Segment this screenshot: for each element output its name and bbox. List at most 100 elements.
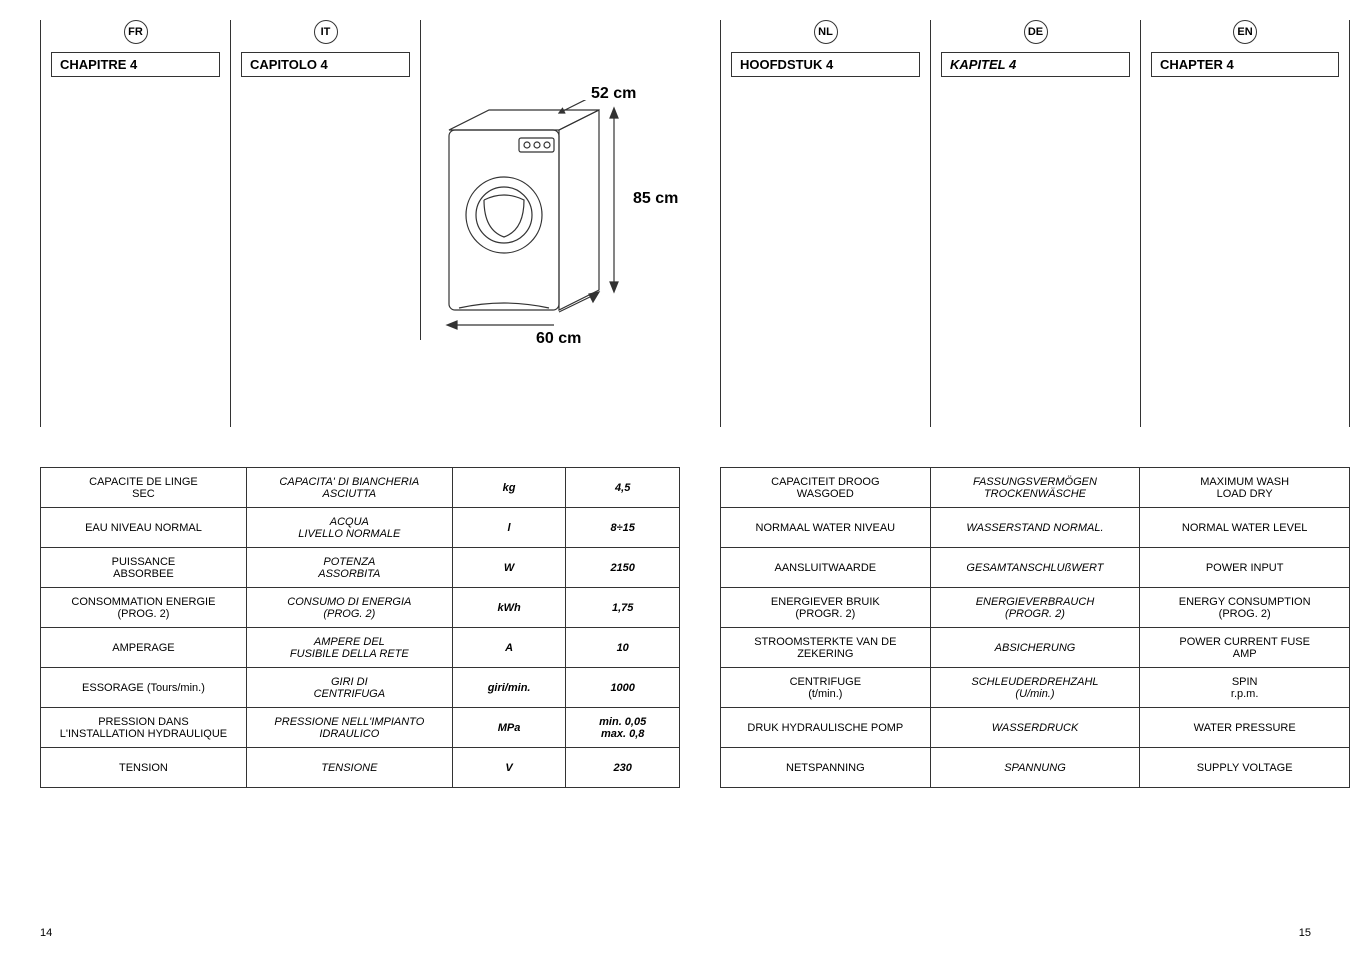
cell-unit: l [452, 508, 566, 548]
table-row: CAPACITEIT DROOGWASGOEDFASSUNGSVERMÖGENT… [721, 468, 1350, 508]
cell-de: FASSUNGSVERMÖGENTROCKENWÄSCHE [930, 468, 1140, 508]
chapter-col-fr: FR CHAPITRE 4 [40, 20, 230, 427]
cell-fr: CAPACITE DE LINGESEC [41, 468, 247, 508]
table-row: ESSORAGE (Tours/min.)GIRI DICENTRIFUGAgi… [41, 668, 680, 708]
cell-de: GESAMTANSCHLUßWERT [930, 548, 1140, 588]
table-row: STROOMSTERKTE VAN DEZEKERINGABSICHERUNGP… [721, 628, 1350, 668]
table-row: EAU NIVEAU NORMALACQUALIVELLO NORMALEl8÷… [41, 508, 680, 548]
cell-nl: CENTRIFUGE(t/min.) [721, 668, 931, 708]
chapter-col-en: EN CHAPTER 4 [1140, 20, 1350, 427]
cell-unit: kWh [452, 588, 566, 628]
dimension-bottom: 60 cm [536, 330, 581, 348]
cell-nl: NETSPANNING [721, 748, 931, 788]
cell-de: ENERGIEVERBRAUCH(PROGR. 2) [930, 588, 1140, 628]
cell-nl: CAPACITEIT DROOGWASGOED [721, 468, 931, 508]
cell-nl: DRUK HYDRAULISCHE POMP [721, 708, 931, 748]
spec-table-left: CAPACITE DE LINGESECCAPACITA' DI BIANCHE… [40, 467, 680, 788]
cell-value: min. 0,05max. 0,8 [566, 708, 680, 748]
table-row: CAPACITE DE LINGESECCAPACITA' DI BIANCHE… [41, 468, 680, 508]
cell-value: 230 [566, 748, 680, 788]
cell-fr: TENSION [41, 748, 247, 788]
page-container: FR CHAPITRE 4 IT CAPITOLO 4 [40, 20, 1311, 788]
cell-fr: CONSOMMATION ENERGIE(PROG. 2) [41, 588, 247, 628]
cell-en: SUPPLY VOLTAGE [1140, 748, 1350, 788]
page-number-left: 14 [40, 927, 52, 939]
cell-it: CONSUMO DI ENERGIA(PROG. 2) [246, 588, 452, 628]
cell-it: AMPERE DELFUSIBILE DELLA RETE [246, 628, 452, 668]
lang-badge: IT [314, 20, 338, 44]
lang-badge: EN [1233, 20, 1257, 44]
cell-de: WASSERDRUCK [930, 708, 1140, 748]
chapter-title: CHAPTER 4 [1151, 52, 1339, 77]
cell-fr: AMPERAGE [41, 628, 247, 668]
table-row: TENSIONTENSIONEV230 [41, 748, 680, 788]
cell-en: WATER PRESSURE [1140, 708, 1350, 748]
table-row: DRUK HYDRAULISCHE POMPWASSERDRUCKWATER P… [721, 708, 1350, 748]
left-page: FR CHAPITRE 4 IT CAPITOLO 4 [40, 20, 680, 788]
table-row: CENTRIFUGE(t/min.)SCHLEUDERDREHZAHL(U/mi… [721, 668, 1350, 708]
cell-it: ACQUALIVELLO NORMALE [246, 508, 452, 548]
cell-nl: AANSLUITWAARDE [721, 548, 931, 588]
chapter-title: CHAPITRE 4 [51, 52, 220, 77]
cell-it: GIRI DICENTRIFUGA [246, 668, 452, 708]
cell-fr: PRESSION DANSL'INSTALLATION HYDRAULIQUE [41, 708, 247, 748]
cell-fr: PUISSANCEABSORBEE [41, 548, 247, 588]
table-row: NETSPANNINGSPANNUNGSUPPLY VOLTAGE [721, 748, 1350, 788]
cell-it: TENSIONE [246, 748, 452, 788]
cell-fr: EAU NIVEAU NORMAL [41, 508, 247, 548]
cell-it: POTENZAASSORBITA [246, 548, 452, 588]
cell-unit: V [452, 748, 566, 788]
washer-icon [429, 100, 629, 360]
cell-it: CAPACITA' DI BIANCHERIAASCIUTTA [246, 468, 452, 508]
cell-en: ENERGY CONSUMPTION(PROG. 2) [1140, 588, 1350, 628]
lang-badge: NL [814, 20, 838, 44]
table-row: PUISSANCEABSORBEEPOTENZAASSORBITAW2150 [41, 548, 680, 588]
chapter-title: CAPITOLO 4 [241, 52, 410, 77]
cell-en: POWER INPUT [1140, 548, 1350, 588]
cell-de: WASSERSTAND NORMAL. [930, 508, 1140, 548]
cell-nl: STROOMSTERKTE VAN DEZEKERING [721, 628, 931, 668]
cell-unit: giri/min. [452, 668, 566, 708]
right-top-row: NL HOOFDSTUK 4 DE KAPITEL 4 EN CHAPTER 4 [720, 20, 1350, 427]
spec-table-body: CAPACITE DE LINGESECCAPACITA' DI BIANCHE… [41, 468, 680, 788]
cell-value: 4,5 [566, 468, 680, 508]
table-row: NORMAAL WATER NIVEAUWASSERSTAND NORMAL.N… [721, 508, 1350, 548]
chapter-col-nl: NL HOOFDSTUK 4 [720, 20, 930, 427]
cell-unit: W [452, 548, 566, 588]
cell-fr: ESSORAGE (Tours/min.) [41, 668, 247, 708]
dimension-height: 85 cm [633, 190, 678, 208]
cell-value: 8÷15 [566, 508, 680, 548]
cell-unit: MPa [452, 708, 566, 748]
cell-nl: NORMAAL WATER NIVEAU [721, 508, 931, 548]
lang-badge: FR [124, 20, 148, 44]
spec-table-right: CAPACITEIT DROOGWASGOEDFASSUNGSVERMÖGENT… [720, 467, 1350, 788]
right-page: NL HOOFDSTUK 4 DE KAPITEL 4 EN CHAPTER 4… [720, 20, 1350, 788]
cell-de: SPANNUNG [930, 748, 1140, 788]
left-top-row: FR CHAPITRE 4 IT CAPITOLO 4 [40, 20, 680, 427]
cell-en: POWER CURRENT FUSEAMP [1140, 628, 1350, 668]
cell-it: PRESSIONE NELL'IMPIANTOIDRAULICO [246, 708, 452, 748]
table-row: PRESSION DANSL'INSTALLATION HYDRAULIQUEP… [41, 708, 680, 748]
cell-value: 10 [566, 628, 680, 668]
chapter-col-it: IT CAPITOLO 4 [230, 20, 420, 427]
cell-de: SCHLEUDERDREHZAHL(U/min.) [930, 668, 1140, 708]
cell-unit: kg [452, 468, 566, 508]
table-row: AMPERAGEAMPERE DELFUSIBILE DELLA RETEA10 [41, 628, 680, 668]
cell-en: SPINr.p.m. [1140, 668, 1350, 708]
chapter-col-de: DE KAPITEL 4 [930, 20, 1140, 427]
cell-value: 1000 [566, 668, 680, 708]
cell-value: 1,75 [566, 588, 680, 628]
cell-de: ABSICHERUNG [930, 628, 1140, 668]
washer-diagram: 52 cm 85 cm 60 cm [420, 20, 680, 340]
table-row: ENERGIEVER BRUIK(PROGR. 2)ENERGIEVERBRAU… [721, 588, 1350, 628]
cell-nl: ENERGIEVER BRUIK(PROGR. 2) [721, 588, 931, 628]
cell-en: MAXIMUM WASHLOAD DRY [1140, 468, 1350, 508]
spec-table-body: CAPACITEIT DROOGWASGOEDFASSUNGSVERMÖGENT… [721, 468, 1350, 788]
table-row: AANSLUITWAARDEGESAMTANSCHLUßWERTPOWER IN… [721, 548, 1350, 588]
chapter-title: HOOFDSTUK 4 [731, 52, 920, 77]
cell-value: 2150 [566, 548, 680, 588]
lang-badge: DE [1024, 20, 1048, 44]
page-number-right: 15 [1299, 927, 1311, 939]
cell-en: NORMAL WATER LEVEL [1140, 508, 1350, 548]
table-row: CONSOMMATION ENERGIE(PROG. 2)CONSUMO DI … [41, 588, 680, 628]
